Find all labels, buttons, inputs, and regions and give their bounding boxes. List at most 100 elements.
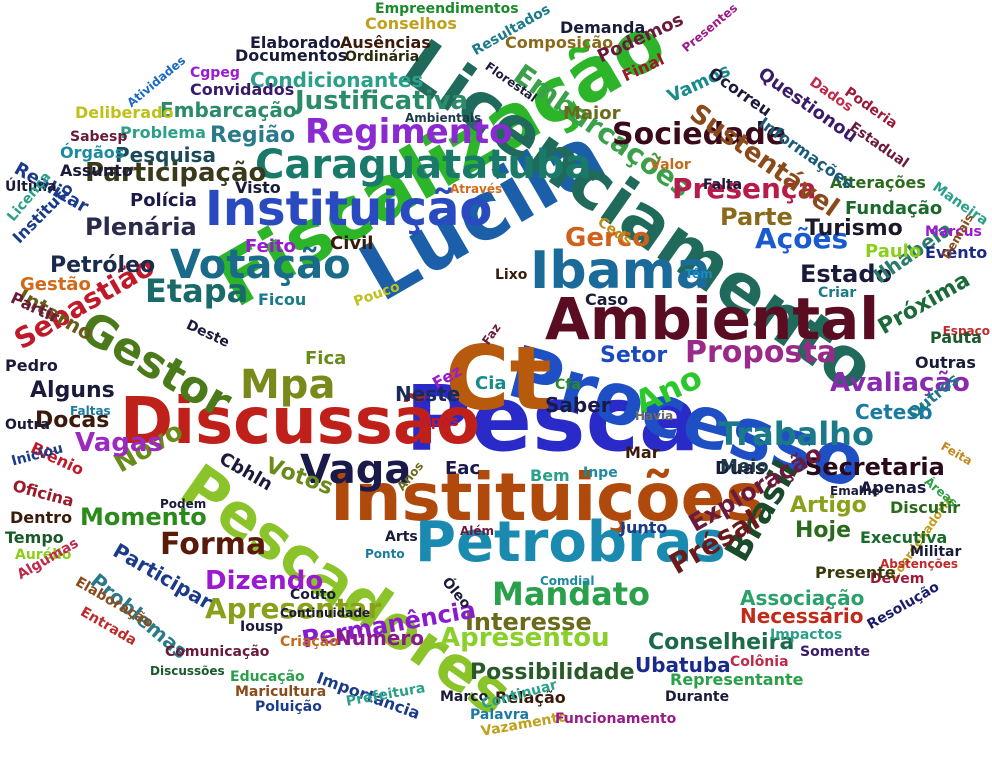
cloud-word: Setor xyxy=(600,343,668,368)
cloud-word: Cfa xyxy=(555,377,581,393)
cloud-word: Ibama xyxy=(530,241,711,301)
cloud-word: Ausências xyxy=(340,33,431,52)
cloud-word: Votação xyxy=(170,242,351,288)
cloud-word: Através xyxy=(450,182,503,196)
cloud-word: Justificativa xyxy=(295,86,469,116)
cloud-word: Presentes xyxy=(679,0,741,55)
cloud-word: Representante xyxy=(670,670,804,689)
cloud-word: Estado xyxy=(800,260,893,288)
cloud-word: Ponto xyxy=(365,547,405,561)
cloud-word: Apresentou xyxy=(440,623,610,653)
cloud-word: Associação xyxy=(740,586,865,610)
cloud-word: Demanda xyxy=(560,18,646,37)
cloud-word: Poluição xyxy=(255,699,322,715)
cloud-word: Apenas xyxy=(860,478,927,497)
cloud-word: Assunto xyxy=(60,161,133,180)
cloud-word: Dentro xyxy=(10,508,73,527)
cloud-word: Discussões xyxy=(150,664,225,678)
cloud-word: Ficou xyxy=(258,290,307,309)
cloud-word: Faltas xyxy=(70,404,111,418)
cloud-word: Embarcação xyxy=(160,98,297,122)
cloud-word: Última xyxy=(5,179,57,195)
cloud-word: Polícia xyxy=(130,190,197,211)
cloud-word: Docas xyxy=(35,408,110,433)
cloud-word: Convidados xyxy=(190,80,295,99)
cloud-word: Turismo xyxy=(805,216,903,241)
cloud-word: Artigo xyxy=(790,493,867,518)
cloud-word: Instituições xyxy=(330,459,765,536)
cloud-word: Maricultura xyxy=(235,684,327,700)
cloud-word: Gerco xyxy=(565,223,651,253)
cloud-word: Sabesp xyxy=(70,129,128,145)
cloud-word: Presente xyxy=(815,563,896,582)
cloud-word: Ambientais xyxy=(405,111,482,125)
cloud-word: Pauta xyxy=(930,328,982,347)
cloud-word: Falta xyxy=(703,177,743,193)
cloud-word: Iousp xyxy=(240,619,284,635)
cloud-word: Maior xyxy=(563,103,621,124)
cloud-word: Criar xyxy=(818,285,857,301)
cloud-word: Mandato xyxy=(492,575,650,613)
cloud-word: Podem xyxy=(160,497,207,511)
cloud-word: Composição xyxy=(505,33,614,52)
cloud-word: Oficina xyxy=(10,476,77,511)
cloud-word: Região xyxy=(210,123,296,148)
cloud-word: Fundação xyxy=(845,198,943,219)
cloud-word: Paulo xyxy=(865,241,922,262)
cloud-word: Continuidade xyxy=(280,606,371,620)
cloud-word: Eac xyxy=(445,458,481,479)
cloud-word: Bem xyxy=(530,466,570,485)
cloud-word: Resolução xyxy=(864,578,943,633)
cloud-word: Colônia xyxy=(730,654,789,670)
cloud-word: Havia xyxy=(635,409,674,423)
cloud-word: Apresentar xyxy=(205,592,382,625)
cloud-word: Cetesb xyxy=(855,400,933,424)
cloud-word: Visto xyxy=(235,178,281,197)
cloud-word: Presença xyxy=(672,172,817,205)
cloud-word: Após xyxy=(420,414,459,430)
cloud-word: Problema xyxy=(120,123,206,142)
cloud-word: Discutir xyxy=(890,498,961,517)
cloud-word: Caraguatatuba xyxy=(255,142,592,188)
cloud-word: Espaço xyxy=(942,324,990,338)
cloud-word: Documentos xyxy=(235,46,348,65)
cloud-word: Cgpeg xyxy=(190,65,240,81)
cloud-word: Regimento xyxy=(305,112,513,152)
cloud-word: Forma xyxy=(160,527,267,562)
cloud-word: Palavra xyxy=(470,707,530,723)
cloud-word: Vaga xyxy=(300,447,412,493)
cloud-word: Saber xyxy=(545,393,611,417)
cloud-word: Discussão xyxy=(120,385,480,459)
cloud-word: Devem xyxy=(870,571,925,587)
cloud-word: Duas xyxy=(715,458,766,479)
cloud-word: Ambiental xyxy=(545,285,880,353)
cloud-word: Necessário xyxy=(740,604,864,628)
cloud-word: Alguns xyxy=(30,378,115,403)
cloud-word: Plenária xyxy=(85,213,197,241)
cloud-word: Ct xyxy=(445,327,552,430)
cloud-word: Ordinária xyxy=(345,49,420,65)
cloud-word: Arts xyxy=(385,529,418,545)
cloud-word: Impactos xyxy=(770,627,843,643)
cloud-word: Militar xyxy=(910,544,962,560)
cloud-word: Junto xyxy=(620,518,668,537)
cloud-word: Momento xyxy=(80,503,207,531)
cloud-word: Cia xyxy=(475,373,507,394)
cloud-word: Petróleo xyxy=(50,253,156,278)
cloud-word: Educação xyxy=(230,669,305,685)
cloud-word: Evento xyxy=(925,243,988,262)
cloud-word: Lixo xyxy=(495,267,528,283)
cloud-word: Ubatuba xyxy=(635,653,731,677)
cloud-word: Abstenções xyxy=(880,557,959,571)
cloud-word: Deste xyxy=(183,317,232,351)
cloud-word: Funcionamento xyxy=(555,711,677,727)
cloud-word: Empreendimentos xyxy=(375,1,519,17)
cloud-word: Aurélio xyxy=(15,547,72,563)
cloud-word: Deliberado xyxy=(75,103,174,122)
cloud-word: Tempo xyxy=(5,528,64,547)
cloud-word: Interesse xyxy=(465,608,592,636)
cloud-word: Etapa xyxy=(145,272,249,310)
cloud-word: Pesca xyxy=(405,367,700,472)
cloud-word: Neste xyxy=(395,382,461,406)
